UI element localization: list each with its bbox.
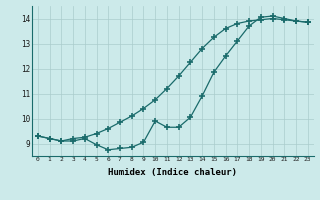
X-axis label: Humidex (Indice chaleur): Humidex (Indice chaleur) [108,168,237,177]
